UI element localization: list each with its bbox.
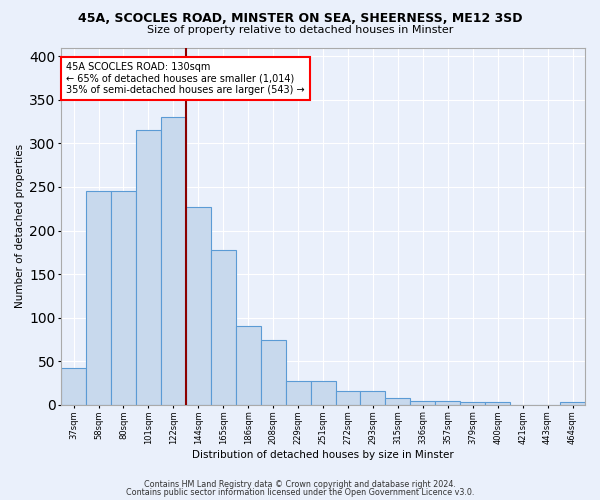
Bar [111, 192, 136, 405]
Bar [460, 402, 485, 405]
Text: Contains public sector information licensed under the Open Government Licence v3: Contains public sector information licen… [126, 488, 474, 497]
Text: Contains HM Land Registry data © Crown copyright and database right 2024.: Contains HM Land Registry data © Crown c… [144, 480, 456, 489]
Bar [186, 207, 211, 405]
Bar [361, 391, 385, 405]
Bar [436, 400, 460, 405]
Bar [86, 192, 111, 405]
Bar [236, 326, 260, 405]
Bar [211, 250, 236, 405]
Bar [485, 402, 510, 405]
Y-axis label: Number of detached properties: Number of detached properties [15, 144, 25, 308]
Bar [260, 340, 286, 405]
Bar [385, 398, 410, 405]
Bar [410, 400, 436, 405]
Bar [286, 382, 311, 405]
X-axis label: Distribution of detached houses by size in Minster: Distribution of detached houses by size … [192, 450, 454, 460]
Bar [136, 130, 161, 405]
Bar [335, 391, 361, 405]
Bar [560, 402, 585, 405]
Bar [61, 368, 86, 405]
Bar [311, 382, 335, 405]
Text: 45A, SCOCLES ROAD, MINSTER ON SEA, SHEERNESS, ME12 3SD: 45A, SCOCLES ROAD, MINSTER ON SEA, SHEER… [78, 12, 522, 26]
Text: Size of property relative to detached houses in Minster: Size of property relative to detached ho… [147, 25, 453, 35]
Bar [161, 117, 186, 405]
Text: 45A SCOCLES ROAD: 130sqm
← 65% of detached houses are smaller (1,014)
35% of sem: 45A SCOCLES ROAD: 130sqm ← 65% of detach… [67, 62, 305, 95]
